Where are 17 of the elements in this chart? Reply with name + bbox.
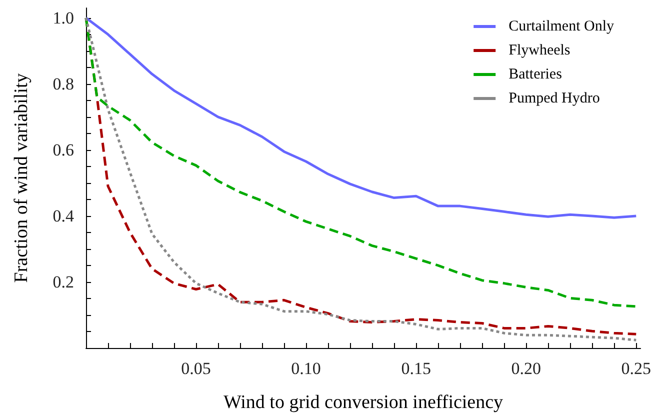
y-tick-label: 0.2 [52,272,74,292]
legend-label: Batteries [508,66,562,82]
y-tick-label: 0.4 [52,206,74,226]
y-tick-label: 0.6 [52,140,74,160]
x-tick-label: 0.10 [291,359,321,378]
x-tick-label: 0.25 [621,359,651,378]
y-tick-label: 0.8 [52,74,74,94]
text: 0.05 [181,359,211,378]
legend-label: Curtailment Only [508,18,614,34]
y-axis-title: Fraction of wind variability [11,72,32,283]
x-axis-title: Wind to grid conversion inefficiency [223,392,504,413]
x-tick-label: 0.15 [401,359,431,378]
line-series [84,16,638,219]
legend-label: Flywheels [508,42,570,58]
legend-label: Pumped Hydro [508,90,600,106]
x-tick-label: 0.20 [511,359,541,378]
y-tick-label: 1.0 [52,8,74,28]
